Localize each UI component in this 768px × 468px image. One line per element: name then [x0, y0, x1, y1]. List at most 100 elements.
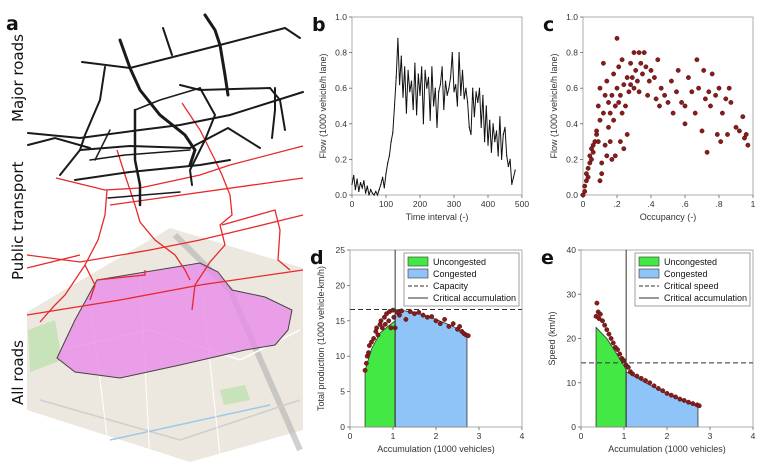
y-tick-label: 0.0 — [566, 190, 578, 200]
scatter-point — [599, 171, 605, 177]
x-tick-label: 0 — [579, 431, 584, 441]
scatter-point — [631, 85, 637, 91]
scatter-point — [725, 132, 730, 137]
scatter-point — [689, 89, 695, 95]
scatter-point — [645, 92, 650, 98]
scatter-point — [429, 314, 435, 319]
x-tick-label: 4 — [751, 431, 756, 441]
flow-data-point — [509, 158, 511, 160]
y-tick-label: 0.6 — [566, 83, 578, 93]
flow-data-point — [512, 176, 515, 178]
x-tick-label: 0 — [350, 199, 355, 209]
scatter-point — [699, 128, 705, 134]
flow-data-point — [390, 141, 392, 143]
scatter-point — [662, 92, 667, 98]
legend-entry: Capacity — [433, 281, 469, 291]
flow-data-point — [502, 133, 504, 136]
scatter-point — [606, 100, 611, 105]
flow-data-point — [501, 158, 503, 160]
flow-data-point — [463, 98, 465, 100]
legend: Uncongested Congested Capacity Critical acc… — [403, 252, 520, 307]
scatter-point — [653, 96, 659, 102]
congested-region — [625, 370, 699, 428]
scatter-point — [682, 103, 688, 109]
scatter-point — [686, 75, 691, 80]
x-axis-label: Accumulation (1000 vehicles) — [377, 444, 495, 454]
flow-data-point — [424, 69, 426, 71]
chart-panel-b: b 0 100 200 300 400 500 0.0 0.2 0.4 0.6 0.8 1.0 Time … — [312, 12, 529, 222]
panel-label-b: b — [312, 14, 326, 36]
flow-data-point — [489, 119, 491, 121]
flow-data-point — [375, 190, 377, 193]
y-tick-label: 25 — [336, 245, 346, 255]
scatter-point — [631, 50, 637, 55]
x-axis-label: Accumulation (1000 vehicles) — [608, 444, 726, 454]
scatter-point — [703, 96, 708, 102]
scatter-point — [450, 321, 456, 327]
flow-data-point — [438, 91, 440, 93]
scatter-point — [594, 128, 599, 134]
scatter-point — [625, 364, 631, 370]
scatter-point — [624, 132, 630, 137]
flow-data-point — [448, 87, 450, 89]
flow-data-point — [461, 69, 464, 71]
layer-label-all-roads: All roads — [9, 340, 27, 405]
legend-swatch-congested — [407, 268, 429, 279]
panel-a-illustration: a Major roads Public transport All roads — [6, 13, 304, 462]
flow-data-point — [458, 52, 460, 54]
chart-panel-d: d 0 1 2 3 4 0 5 10 15 20 25 Accumulation (1000 vehic… — [310, 245, 525, 454]
scatter-point — [690, 401, 696, 406]
flow-data-point — [404, 66, 406, 68]
y-tick-label: 0.6 — [335, 83, 347, 93]
flow-data-point — [485, 105, 487, 107]
scatter-point — [629, 75, 635, 80]
charts: b0 100 200 300 400 5000.00.20.40.60.81.0Time … — [310, 12, 756, 454]
x-tick-label: 2 — [434, 431, 439, 441]
scatter-point — [630, 371, 635, 377]
flow-data-point — [402, 96, 404, 98]
study-region-polygon — [56, 262, 293, 379]
major-roads-layer — [27, 13, 304, 207]
scatter-point — [433, 318, 439, 324]
y-tick-label: 0.2 — [566, 154, 578, 164]
scatter-point — [660, 388, 666, 394]
scatter-point — [694, 57, 700, 63]
x-tick-label: 500 — [515, 199, 529, 209]
scatter-point — [714, 132, 720, 137]
scatter-point — [608, 336, 614, 341]
flow-data-point — [494, 141, 496, 143]
flow-data-point — [426, 87, 428, 89]
x-axis-label: Time interval (-) — [406, 212, 469, 222]
scatter-point — [633, 68, 639, 73]
flow-data-point — [397, 37, 399, 39]
scatter-point — [674, 89, 679, 95]
scatter-point — [595, 139, 601, 145]
scatter-point — [665, 100, 671, 105]
scatter-point — [623, 103, 628, 109]
scatter-point — [706, 89, 712, 95]
scatter-point — [604, 78, 610, 84]
x-tick-label: 200 — [413, 199, 427, 209]
scatter-point — [708, 103, 713, 109]
flow-data-point — [354, 189, 356, 191]
scatter-point — [424, 314, 430, 320]
scatter-point — [597, 117, 603, 123]
scatter-point — [597, 85, 603, 91]
scatter-point — [621, 358, 627, 364]
scatter-point — [416, 309, 422, 315]
scatter-point — [745, 142, 751, 148]
flow-data-point — [443, 108, 445, 111]
scatter-point — [638, 375, 644, 381]
y-tick-label: 10 — [567, 378, 577, 388]
y-tick-label: 1.0 — [335, 12, 347, 22]
scatter-point — [701, 68, 707, 73]
flow-data-point — [376, 194, 379, 196]
scatter-point — [375, 332, 381, 338]
flow-data-point — [371, 192, 373, 194]
scatter-point — [606, 124, 611, 130]
panel-label-c: c — [543, 14, 554, 36]
scatter-point — [609, 92, 615, 98]
scatter-point — [621, 146, 627, 152]
